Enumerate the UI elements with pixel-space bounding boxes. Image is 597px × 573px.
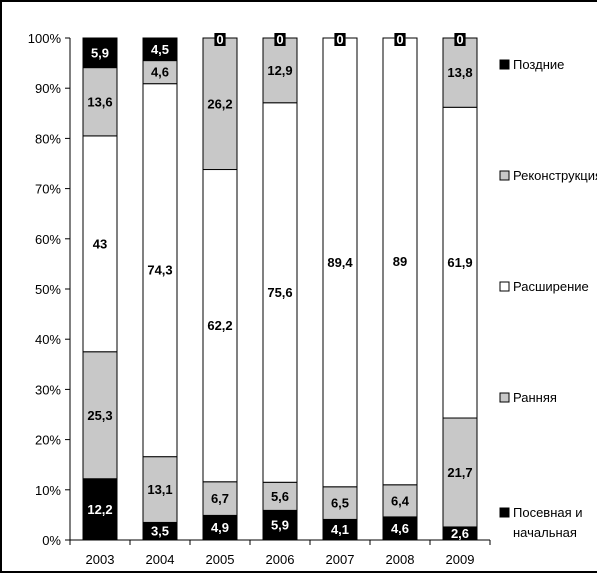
y-tick-label: 90%: [35, 81, 61, 96]
data-label: 89,4: [327, 255, 353, 270]
x-tick-label: 2009: [446, 552, 475, 567]
legend-label-line: Посевная и: [513, 505, 583, 520]
data-label: 5,9: [271, 518, 289, 533]
legend-swatch: [499, 392, 510, 403]
y-tick-label: 20%: [35, 433, 61, 448]
data-label: 4,1: [331, 522, 349, 537]
data-label-bg: [214, 33, 226, 46]
legend-label-line: начальная: [513, 525, 577, 540]
bar-segment: [442, 417, 478, 528]
legend-swatch: [499, 59, 510, 70]
bar-segment: [262, 509, 298, 541]
data-label: 13,8: [447, 65, 472, 80]
bar-segment: [262, 102, 298, 483]
bar-segment: [442, 37, 478, 108]
legend-label: Поздние: [513, 57, 564, 72]
data-label: 0: [216, 32, 223, 47]
y-tick-label: 80%: [35, 131, 61, 146]
bar-segment: [322, 486, 358, 520]
data-label: 6,7: [211, 491, 229, 506]
data-label: 2,6: [451, 526, 469, 541]
data-label: 4,5: [151, 42, 169, 57]
data-label-bg: [447, 526, 473, 540]
data-label: 12,2: [87, 502, 112, 517]
x-tick-label: 2005: [206, 552, 235, 567]
data-label: 5,9: [91, 45, 109, 60]
data-label: 12,9: [267, 63, 292, 78]
data-label: 25,3: [87, 408, 112, 423]
y-tick-label: 40%: [35, 332, 61, 347]
y-tick-label: 0%: [42, 533, 61, 548]
bar-segment: [82, 37, 118, 69]
y-tick-label: 50%: [35, 282, 61, 297]
bar-segment: [202, 37, 238, 171]
data-label: 6,4: [391, 493, 410, 508]
bar-segment: [142, 83, 178, 458]
y-tick-label: 10%: [35, 483, 61, 498]
x-tick-label: 2008: [386, 552, 415, 567]
data-label: 13,1: [147, 482, 172, 497]
data-label: 26,2: [207, 96, 232, 111]
data-label: 89: [393, 254, 407, 269]
data-label: 74,3: [147, 263, 172, 278]
data-label: 4,6: [391, 521, 409, 536]
y-tick-label: 30%: [35, 382, 61, 397]
bar-segment: [262, 481, 298, 511]
bar-segment: [322, 37, 358, 488]
data-label: 0: [456, 32, 463, 47]
data-label: 13,6: [87, 94, 112, 109]
bar-segment: [202, 169, 238, 483]
data-label: 21,7: [447, 465, 472, 480]
data-label-bg: [454, 33, 466, 46]
data-label: 61,9: [447, 255, 472, 270]
data-label-bg: [394, 33, 406, 46]
data-label: 5,6: [271, 489, 289, 504]
x-tick-label: 2003: [86, 552, 115, 567]
legend-swatch: [499, 281, 510, 292]
legend-label: Реконструкция: [513, 168, 597, 183]
data-label: 4,9: [211, 520, 229, 535]
data-label: 0: [276, 32, 283, 47]
bar-segment: [142, 37, 178, 62]
data-label: 0: [396, 32, 403, 47]
legend-label: Посевная и начальная: [513, 505, 583, 540]
data-label: 62,2: [207, 318, 232, 333]
legend-swatch: [499, 507, 510, 518]
data-label: 3,5: [151, 524, 169, 539]
x-tick-label: 2007: [326, 552, 355, 567]
legend-swatch: [499, 170, 510, 181]
y-tick-label: 60%: [35, 232, 61, 247]
x-tick-label: 2004: [146, 552, 175, 567]
bar-segment: [82, 351, 118, 480]
legend-label: Расширение: [513, 279, 589, 294]
data-label: 43: [93, 236, 107, 251]
x-tick-label: 2006: [266, 552, 295, 567]
y-tick-label: 100%: [28, 31, 62, 46]
bar-segment: [202, 481, 238, 516]
data-label-bg: [334, 33, 346, 46]
data-label: 0: [336, 32, 343, 47]
bar-segment: [382, 484, 418, 518]
legend-label: Ранняя: [513, 390, 557, 405]
data-label: 4,6: [151, 65, 169, 80]
data-label-bg: [274, 33, 286, 46]
y-tick-label: 70%: [35, 182, 61, 197]
data-label: 6,5: [331, 496, 349, 511]
data-label: 75,6: [267, 285, 292, 300]
